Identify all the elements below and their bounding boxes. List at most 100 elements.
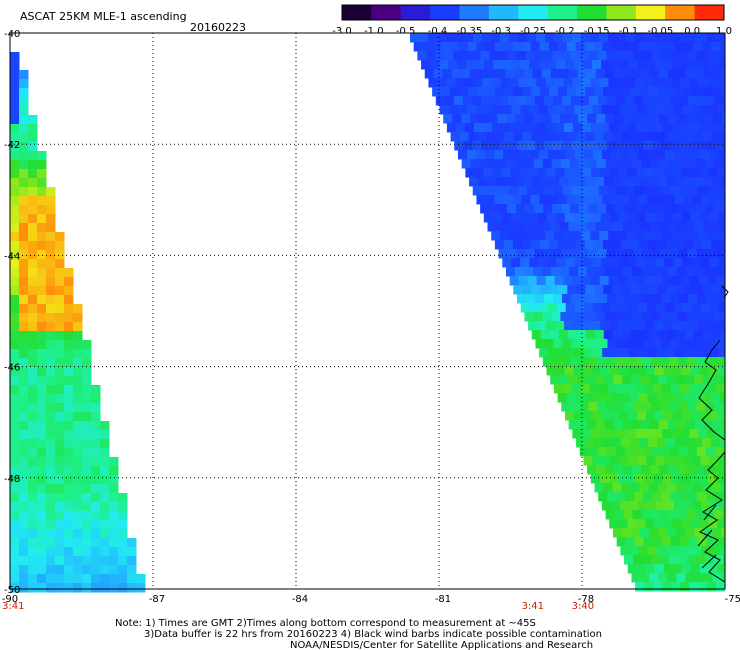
swath-cell <box>490 141 500 151</box>
swath-cell <box>673 456 683 466</box>
swath-cell <box>677 510 688 520</box>
swath-cell <box>457 105 468 115</box>
swath-cell <box>435 96 446 106</box>
swath-cell <box>629 393 640 403</box>
swath-cell <box>566 195 576 205</box>
swath-cell <box>28 241 38 251</box>
swath-cell <box>538 105 549 115</box>
swath-cell <box>642 51 652 61</box>
swath-cell <box>698 33 708 43</box>
swath-cell <box>73 574 83 584</box>
swath-cell <box>64 556 74 566</box>
swath-cell <box>19 79 29 89</box>
swath-cell <box>620 195 630 205</box>
swath-cell <box>682 150 693 160</box>
swath-cell <box>545 78 555 88</box>
swath-cell <box>91 466 101 476</box>
swath-cell <box>64 583 74 593</box>
swath-cell <box>550 69 561 79</box>
swath-cell <box>37 394 47 404</box>
swath-cell <box>472 186 483 196</box>
swath-cell <box>19 133 29 143</box>
swath-cell <box>522 87 532 97</box>
swath-cell <box>558 330 569 340</box>
swath-cell <box>608 474 619 484</box>
swath-cell <box>73 349 83 359</box>
swath-cell <box>624 51 634 61</box>
swath-cell <box>712 222 723 232</box>
swath-cell <box>574 60 584 70</box>
swath-cell <box>127 547 137 557</box>
swath-cell <box>549 87 559 97</box>
swath-cell <box>585 285 595 295</box>
swath-cell <box>693 87 703 97</box>
swath-cell <box>672 213 683 223</box>
swath-cell <box>46 448 56 458</box>
swath-cell <box>623 159 634 169</box>
swath-cell <box>628 411 638 421</box>
swath-cell <box>37 565 47 575</box>
swath-cell <box>671 276 682 286</box>
swath-cell <box>704 159 715 169</box>
swath-cell <box>656 546 666 556</box>
swath-cell <box>37 340 47 350</box>
swath-cell <box>515 159 526 169</box>
swath-cell <box>708 366 719 376</box>
swath-cell <box>73 565 83 575</box>
swath-cell <box>509 231 519 241</box>
swath-cell <box>560 114 570 124</box>
swath-cell <box>717 321 725 331</box>
swath-cell <box>690 519 700 529</box>
swath-cell <box>37 187 47 197</box>
swath-cell <box>568 69 579 79</box>
swath-cell <box>64 538 74 548</box>
swath-cell <box>568 177 578 187</box>
swath-cell <box>473 78 483 88</box>
swath-cell <box>659 114 669 124</box>
swath-cell <box>711 132 722 142</box>
swath-cell <box>686 114 696 124</box>
swath-cell <box>708 519 718 529</box>
swath-cell <box>671 123 682 133</box>
swath-cell <box>628 258 638 268</box>
swath-cell <box>658 177 668 187</box>
swath-cell <box>625 141 635 151</box>
swath-cell <box>580 339 590 349</box>
swath-cell <box>631 573 641 583</box>
swath-cell <box>511 150 522 160</box>
swath-cell <box>73 529 83 539</box>
swath-cell <box>475 60 485 70</box>
swath-cell <box>616 186 627 196</box>
swath-cell <box>46 223 56 233</box>
swath-cell <box>46 286 56 296</box>
swath-cell <box>10 160 20 170</box>
swath-cell <box>583 60 593 70</box>
swath-cell <box>118 565 128 575</box>
swath-cell <box>73 322 83 332</box>
swath-cell <box>643 339 653 349</box>
swath-cell <box>635 123 646 133</box>
swath-cell <box>527 276 538 286</box>
swath-cell <box>594 330 605 340</box>
swath-cell <box>642 249 653 259</box>
swath-cell <box>720 285 725 295</box>
swath-cell <box>695 510 706 520</box>
swath-cell <box>127 583 137 593</box>
swath-cell <box>568 222 579 232</box>
swath-cell <box>694 573 704 583</box>
swath-cell <box>600 168 610 178</box>
swath-cell <box>687 402 697 412</box>
swath-cell <box>73 394 83 404</box>
swath-cell <box>663 564 674 574</box>
swath-cell <box>646 105 657 115</box>
swath-cell <box>703 267 714 277</box>
swath-cell <box>522 285 532 295</box>
swath-cell <box>64 358 74 368</box>
swath-cell <box>73 583 83 593</box>
swath-cell <box>639 132 650 142</box>
swath-cell <box>619 60 629 70</box>
swath-cell <box>509 33 519 43</box>
swath-cell <box>693 438 703 448</box>
swath-cell <box>527 123 538 133</box>
swath-cell <box>615 96 626 106</box>
